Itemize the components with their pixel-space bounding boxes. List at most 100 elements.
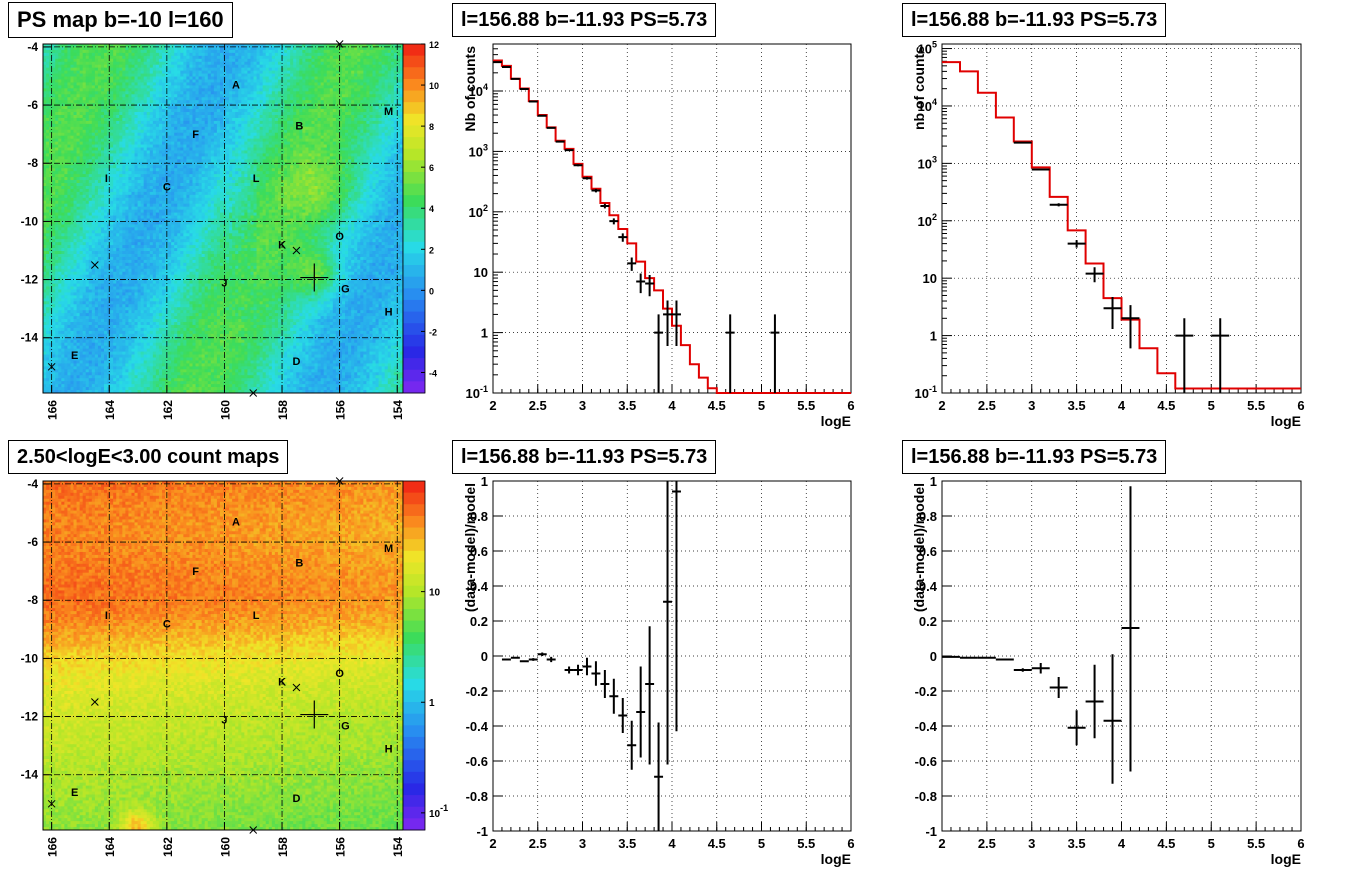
x-tick-label: 5.5	[797, 836, 815, 851]
data-point	[546, 126, 556, 129]
x-tick-label: 3	[1028, 836, 1035, 851]
colorbar-tick-label: 1	[429, 698, 435, 709]
data-point	[564, 666, 574, 674]
data-point	[537, 652, 547, 656]
data-point	[636, 273, 646, 294]
x-tick-label: 5	[1208, 398, 1215, 413]
data-point	[1049, 677, 1068, 698]
y-tick-label: 0.8	[470, 509, 488, 524]
plot-grid	[493, 481, 851, 831]
colorbar-cell	[403, 206, 425, 219]
data-point	[645, 626, 655, 765]
colorbar-cell	[403, 504, 425, 517]
data-point	[770, 314, 780, 393]
colorbar-cell	[403, 90, 425, 103]
x-tick-label: 5	[758, 836, 765, 851]
x-tick-label: 4.5	[1157, 398, 1175, 413]
y-tick-label: -1	[925, 824, 937, 839]
colorbar-cell	[403, 783, 425, 796]
source-label: H	[385, 744, 393, 756]
y-tick-label: -10	[21, 214, 39, 228]
data-point	[1013, 668, 1032, 672]
y-tick-label: -0.2	[915, 684, 937, 699]
colorbar-tick-label: 4	[429, 204, 434, 214]
data-point	[1211, 318, 1230, 393]
x-tick-label: 6	[1297, 398, 1304, 413]
data-point	[618, 698, 628, 733]
y-tick-label: 0.6	[919, 544, 937, 559]
data-point	[1085, 664, 1104, 739]
colorbar-cell	[403, 195, 425, 208]
x-tick-label: 160	[218, 400, 232, 420]
source-label: I	[105, 610, 108, 622]
heatmap-cells	[43, 481, 404, 831]
data-point	[654, 722, 664, 831]
y-tick-label: 10	[474, 265, 488, 280]
data-point	[573, 164, 583, 167]
y-tick-label: 104	[469, 82, 488, 99]
x-tick-label: 3.5	[1068, 836, 1086, 851]
data-point	[1067, 710, 1086, 746]
data-point	[725, 314, 735, 393]
x-marker	[335, 40, 344, 48]
y-tick-label: 1	[481, 326, 488, 341]
data-point	[600, 670, 610, 698]
y-tick-label: -0.4	[466, 719, 489, 734]
data-point	[537, 114, 547, 117]
point-source-cross	[300, 700, 329, 729]
data-point	[582, 657, 592, 676]
y-tick-label: -10	[21, 651, 39, 665]
colorbar-cell	[403, 218, 425, 231]
data-point	[528, 100, 538, 103]
x-tick-label: 2	[938, 398, 945, 413]
y-tick-label: 0.8	[919, 509, 937, 524]
data-point	[663, 481, 672, 765]
source-label: C	[163, 182, 171, 194]
x-tick-label: 4.5	[708, 836, 726, 851]
source-label: L	[253, 610, 260, 622]
data-point	[591, 661, 601, 686]
x-tick-label: 2	[489, 398, 496, 413]
plot-grid	[493, 44, 851, 393]
colorbar-tick-label: 10	[429, 81, 439, 91]
y-tick-label: 0.2	[919, 614, 937, 629]
colorbar-cell	[403, 358, 425, 371]
x-tick-label: 6	[847, 398, 854, 413]
plot-4: 2 2.5 3 3.5 4 4.5 5 5.5 6 -1 -0.8 -0.6 -0.4 -0.2 0 0.2 0…	[462, 474, 855, 867]
colorbar-cell	[403, 311, 425, 324]
chart-title-spectrum-rebinned: l=156.88 b=-11.93 PS=5.73	[902, 3, 1167, 37]
y-tick-label: 0.6	[470, 544, 488, 559]
y-tick-label: -12	[21, 273, 39, 287]
colorbar-tick-label: -4	[429, 368, 437, 378]
y-tick-label: 10-1	[915, 384, 937, 401]
colorbar-cell	[403, 748, 425, 761]
data-point	[573, 664, 583, 676]
data-point	[555, 140, 565, 143]
colorbar-cell	[403, 725, 425, 738]
source-label: H	[385, 307, 393, 319]
colorbar-cell	[403, 253, 425, 266]
colorbar-cell	[403, 585, 425, 598]
x-tick-label: 166	[46, 400, 60, 420]
data-point	[582, 176, 592, 180]
colorbar-cell	[403, 381, 425, 394]
data-point	[627, 720, 637, 770]
colorbar-cell	[403, 276, 425, 289]
plot-grid	[942, 481, 1301, 831]
y-tick-label: -6	[27, 98, 38, 112]
y-tick-label: -0.6	[915, 754, 937, 769]
colorbar-cell	[403, 795, 425, 808]
source-label: F	[192, 129, 199, 141]
data-point	[663, 300, 672, 346]
y-tick-label: 0.2	[470, 614, 488, 629]
source-label: K	[278, 677, 286, 689]
y-tick-label: -8	[27, 593, 38, 607]
plot-1: 2 2.5 3 3.5 4 4.5 5 5.5 6 10-1 1 10 102 103 104 logE Nb …	[462, 43, 855, 429]
colorbar-cell	[403, 643, 425, 656]
heatmap-grid	[43, 481, 403, 830]
x-tick-label: 5	[1208, 836, 1215, 851]
y-tick-label: 105	[918, 40, 937, 57]
colorbar-cell	[403, 806, 425, 819]
y-axis-label: Nb of counts	[462, 46, 478, 132]
x-tick-label: 158	[276, 400, 290, 420]
